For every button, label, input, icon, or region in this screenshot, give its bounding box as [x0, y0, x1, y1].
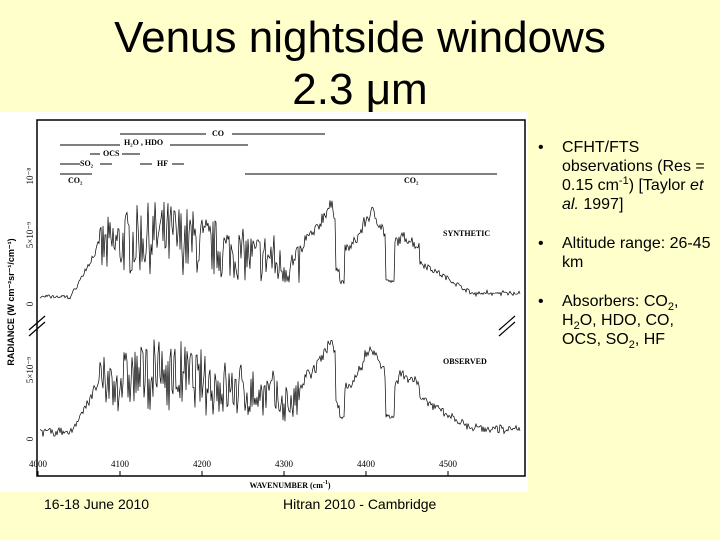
y-axis-label: RADIANCE (W cm⁻²sr⁻¹/cm⁻¹)	[6, 238, 16, 365]
x-tick-labels: 4000 4100 4200 4300 4400 4500	[29, 459, 458, 469]
xtick-4000: 4000	[29, 459, 48, 469]
xtick-4300: 4300	[275, 459, 294, 469]
slide-title: Venus nightside windows 2.3 μm	[0, 12, 720, 116]
bullet-list: • CFHT/FTS observations (Res = 0.15 cm-1)…	[532, 138, 712, 369]
footer-date: 16-18 June 2010	[44, 496, 150, 512]
bullet-dot-icon: •	[538, 235, 544, 252]
spectrum-figure: RADIANCE (W cm⁻²sr⁻¹/cm⁻¹) 0 5×10⁻⁹ 10⁻⁸…	[0, 112, 528, 492]
top-ytick-1: 5×10⁻⁹	[25, 222, 35, 248]
xtick-4500: 4500	[439, 459, 458, 469]
bottom-ytick-0: 0	[25, 436, 35, 441]
bullet-text: CFHT/FTS observations (Res = 0.15 cm-1) …	[562, 139, 705, 213]
title-line-2: 2.3 μm	[292, 65, 428, 114]
label-h2o-hdo: H₂O , HDO	[124, 138, 163, 147]
absorber-annotations: CO H₂O , HDO OCS SO₂ HF CO₂ CO₂	[60, 129, 497, 185]
bullet-text: Absorbers: CO2, H2O, HDO, CO, OCS, SO2, …	[562, 293, 679, 351]
panel-label-synthetic: SYNTHETIC	[443, 229, 490, 238]
plot-frame	[36, 119, 526, 477]
bullet-dot-icon: •	[538, 139, 544, 156]
bottom-ytick-1: 5×10⁻⁹	[25, 357, 35, 383]
footer-conference: Hitran 2010 - Cambridge	[283, 496, 437, 512]
xtick-4200: 4200	[193, 459, 212, 469]
xtick-4100: 4100	[111, 459, 130, 469]
top-y-ticks: 0 5×10⁻⁹ 10⁻⁸	[25, 168, 35, 307]
axis-break-marks	[28, 315, 516, 337]
label-hf: HF	[157, 159, 168, 168]
panel-label-observed: OBSERVED	[443, 357, 487, 366]
spectrum-plot: RADIANCE (W cm⁻²sr⁻¹/cm⁻¹) 0 5×10⁻⁹ 10⁻⁸…	[6, 119, 526, 490]
bullet-dot-icon: •	[538, 293, 544, 310]
observed-spectrum	[39, 339, 521, 437]
top-ytick-0: 0	[25, 301, 35, 306]
label-co: CO	[212, 129, 224, 138]
top-ytick-2: 10⁻⁸	[25, 168, 35, 185]
bottom-y-ticks: 0 5×10⁻⁹	[25, 357, 35, 441]
label-ocs: OCS	[103, 149, 120, 158]
label-co2-right: CO₂	[404, 176, 419, 185]
label-co2-left: CO₂	[68, 176, 83, 185]
bullet-item: • Altitude range: 26-45 km	[532, 234, 712, 272]
xtick-4400: 4400	[357, 459, 376, 469]
label-so2: SO₂	[80, 159, 94, 168]
bullet-text: Altitude range: 26-45 km	[562, 235, 711, 271]
synthetic-spectrum	[39, 200, 521, 300]
x-axis-label: WAVENUMBER (cm-1)	[249, 480, 330, 490]
x-tick-marks	[37, 471, 449, 476]
bullet-item: • CFHT/FTS observations (Res = 0.15 cm-1)…	[532, 138, 712, 214]
title-line-1: Venus nightside windows	[114, 13, 606, 62]
bullet-item: • Absorbers: CO2, H2O, HDO, CO, OCS, SO2,…	[532, 292, 712, 351]
